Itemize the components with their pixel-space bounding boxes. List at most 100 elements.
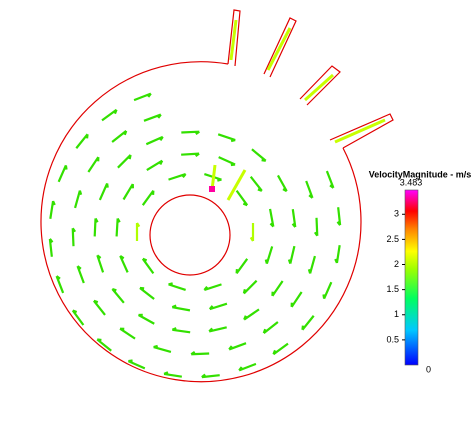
colorbar-tick-label: 1 bbox=[394, 309, 399, 319]
velocity-vector bbox=[238, 362, 257, 372]
velocity-vector bbox=[133, 92, 152, 102]
velocity-vector bbox=[171, 304, 191, 312]
outer-boundary bbox=[40, 61, 362, 383]
outlet-2 bbox=[263, 17, 297, 78]
velocity-vector bbox=[242, 279, 258, 295]
velocity-vector bbox=[209, 186, 215, 192]
vector-field bbox=[48, 19, 386, 379]
velocity-vector bbox=[334, 245, 341, 264]
velocity-vector bbox=[313, 217, 319, 237]
velocity-vector bbox=[168, 173, 187, 181]
velocity-vector bbox=[153, 344, 172, 353]
colorbar-tick-label: 3 bbox=[394, 209, 399, 219]
velocity-vector bbox=[111, 287, 125, 304]
velocity-vector bbox=[218, 156, 236, 167]
velocity-vector bbox=[210, 164, 217, 191]
geometry bbox=[40, 9, 394, 383]
inner-boundary bbox=[149, 194, 231, 276]
velocity-vector bbox=[137, 313, 155, 325]
velocity-vector bbox=[93, 217, 99, 237]
velocity-vector bbox=[117, 154, 132, 169]
velocity-vector bbox=[76, 265, 85, 284]
velocity-vector bbox=[229, 19, 238, 61]
velocity-vector bbox=[101, 108, 118, 122]
colorbar-tick-label: 2 bbox=[394, 259, 399, 269]
velocity-vector bbox=[181, 152, 200, 157]
colorbar-min-label: 0 bbox=[426, 364, 431, 374]
velocity-vector bbox=[249, 176, 263, 192]
velocity-vector bbox=[141, 189, 155, 206]
velocity-vector bbox=[119, 327, 136, 340]
velocity-vector bbox=[96, 338, 112, 352]
colorbar-max-label: 3.483 bbox=[400, 177, 423, 187]
velocity-vector bbox=[92, 299, 106, 316]
velocity-vector bbox=[139, 286, 155, 300]
velocity-vector bbox=[163, 371, 182, 378]
velocity-vector bbox=[243, 308, 260, 321]
velocity-vector bbox=[268, 208, 275, 228]
velocity-vector bbox=[122, 183, 134, 201]
outlet-1 bbox=[227, 9, 241, 67]
colorbar-tick-label: 0.5 bbox=[386, 334, 399, 344]
velocity-vector bbox=[264, 246, 274, 264]
velocity-vector bbox=[119, 255, 129, 273]
velocity-vector bbox=[291, 209, 297, 228]
velocity-vector bbox=[307, 255, 316, 274]
colorbar: VelocityMagnitude - m/s 3.483 0 bbox=[369, 169, 472, 374]
velocity-vector bbox=[271, 280, 284, 297]
velocity-vector bbox=[301, 315, 315, 331]
velocity-vector bbox=[262, 321, 279, 335]
velocity-vector bbox=[235, 258, 249, 275]
velocity-vector bbox=[190, 350, 210, 356]
colorbar-bar bbox=[404, 189, 419, 366]
velocity-vector bbox=[111, 129, 128, 143]
velocity-vector bbox=[135, 222, 141, 241]
velocity-vector bbox=[203, 283, 222, 291]
velocity-vector bbox=[98, 182, 109, 201]
velocity-vector bbox=[208, 326, 227, 333]
velocity-vector bbox=[146, 159, 164, 171]
outlet-3 bbox=[299, 65, 341, 106]
velocity-vector bbox=[49, 200, 56, 219]
velocity-vector bbox=[181, 130, 200, 136]
velocity-vector bbox=[55, 275, 65, 294]
colorbar-tick-label: 2.5 bbox=[386, 234, 399, 244]
velocity-vector bbox=[336, 207, 342, 226]
velocity-vector bbox=[57, 164, 68, 183]
velocity-vector bbox=[168, 282, 186, 291]
velocity-vector bbox=[228, 342, 247, 351]
velocity-vector bbox=[304, 73, 334, 102]
velocity-vector bbox=[74, 190, 83, 209]
velocity-vector bbox=[201, 373, 220, 379]
velocity-vector bbox=[290, 291, 303, 308]
velocity-vector bbox=[171, 327, 191, 334]
velocity-vector bbox=[87, 156, 100, 173]
velocity-vector bbox=[276, 174, 288, 193]
velocity-vector bbox=[145, 135, 164, 146]
outlet-4 bbox=[329, 113, 394, 149]
colorbar-tick-label: 1.5 bbox=[386, 284, 399, 294]
velocity-vector bbox=[141, 257, 155, 275]
velocity-vector bbox=[71, 227, 77, 247]
velocity-vector bbox=[115, 217, 121, 237]
velocity-vector bbox=[208, 302, 228, 311]
velocity-vector bbox=[75, 133, 89, 149]
velocity-vector bbox=[287, 245, 296, 264]
velocity-vector bbox=[251, 148, 267, 162]
velocity-vector bbox=[325, 170, 335, 189]
velocity-vector bbox=[127, 359, 146, 370]
velocity-vector bbox=[217, 133, 236, 143]
velocity-vector bbox=[334, 118, 386, 144]
velocity-vector bbox=[266, 27, 292, 71]
velocity-vector bbox=[272, 342, 289, 356]
velocity-vector bbox=[71, 309, 85, 326]
velocity-vector bbox=[226, 169, 247, 201]
velocity-vector bbox=[322, 281, 333, 300]
velocity-vector bbox=[48, 238, 54, 257]
velocity-vector bbox=[235, 189, 249, 207]
velocity-vector bbox=[305, 180, 314, 199]
velocity-vector bbox=[96, 254, 105, 273]
velocity-vector bbox=[249, 223, 255, 242]
colorbar-title: VelocityMagnitude - m/s bbox=[369, 169, 472, 179]
